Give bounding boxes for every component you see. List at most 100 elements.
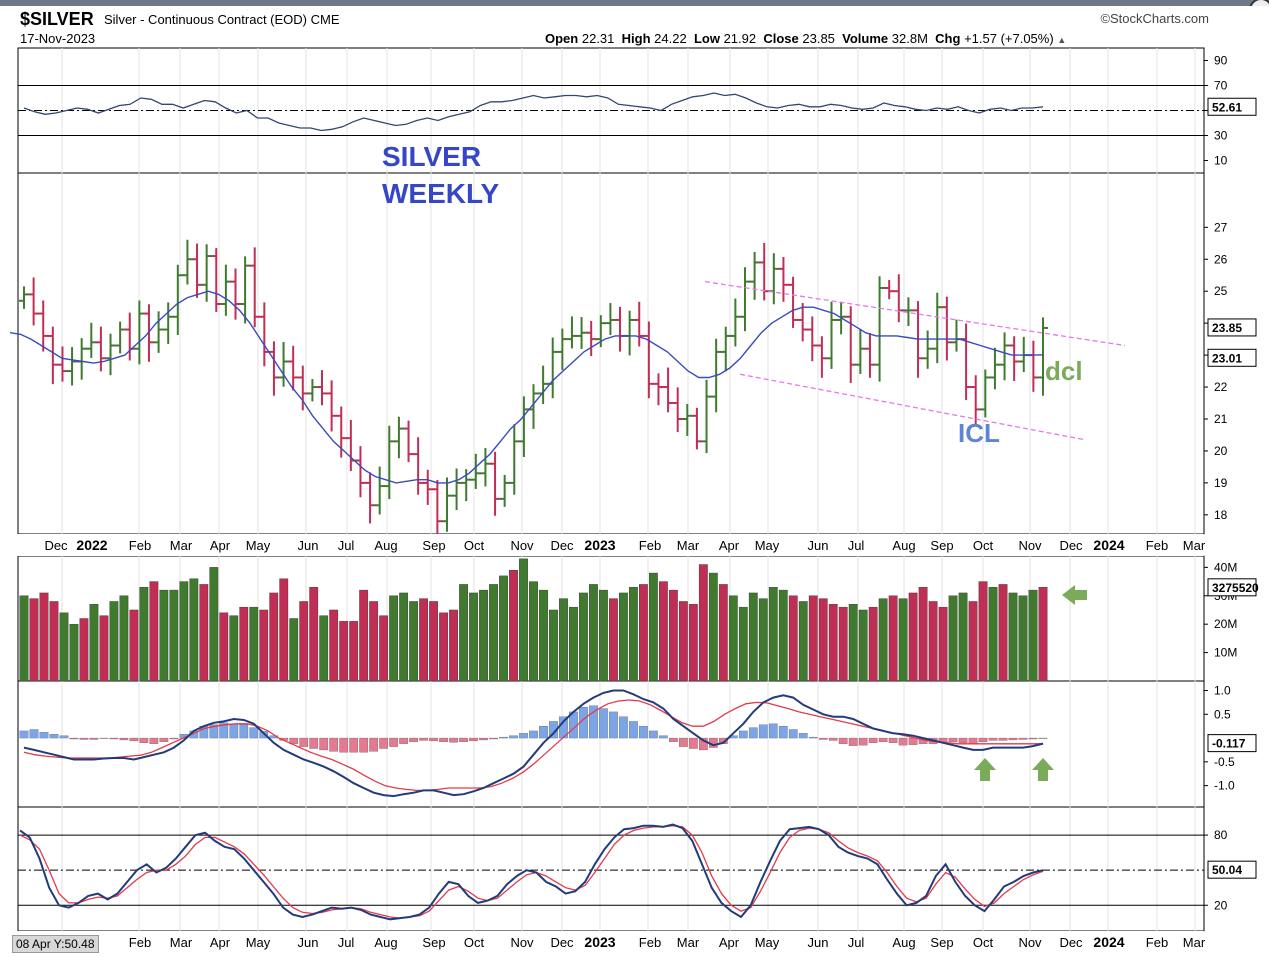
macd-histogram-bar bbox=[69, 737, 79, 740]
volume-bar bbox=[29, 598, 39, 682]
date-axis-label: Feb bbox=[129, 538, 151, 553]
instrument-name: Silver - Continuous Contract (EOD) CME bbox=[104, 12, 340, 27]
macd-histogram-bar bbox=[639, 726, 648, 739]
date-axis-label: Jul bbox=[848, 935, 865, 950]
silver-annotation: SILVER bbox=[382, 141, 481, 172]
volume-bar bbox=[658, 581, 668, 682]
date-axis-label: Aug bbox=[374, 538, 397, 553]
macd-histogram-bar bbox=[978, 737, 988, 743]
macd-tick-label: -0.5 bbox=[1214, 755, 1235, 769]
macd-tick-label: 0.5 bbox=[1214, 707, 1231, 721]
volume-bar bbox=[768, 587, 778, 682]
macd-histogram-bar bbox=[429, 737, 438, 742]
macd-histogram-bar bbox=[858, 737, 868, 746]
macd-last-value: -0.117 bbox=[1212, 737, 1246, 751]
volume-bar bbox=[149, 581, 159, 682]
price-tick-label: 22 bbox=[1214, 380, 1228, 394]
macd-histogram-bar bbox=[229, 723, 239, 739]
date-axis-label: Feb bbox=[639, 538, 661, 553]
macd-histogram-bar bbox=[669, 737, 678, 743]
date-axis-label: Oct bbox=[464, 935, 485, 950]
ohlc-readout: Open 22.31 High 24.22 Low 21.92 Close 23… bbox=[545, 31, 1066, 46]
brand-label[interactable]: ©StockCharts.com bbox=[1100, 11, 1209, 26]
date-axis-label: Sep bbox=[422, 935, 445, 950]
macd-histogram-bar bbox=[539, 726, 548, 739]
macd-histogram-bar bbox=[259, 731, 269, 739]
volume-bar bbox=[1008, 592, 1018, 682]
date-axis-label: Jun bbox=[808, 538, 829, 553]
macd-last-value-box bbox=[1207, 734, 1257, 753]
macd-histogram-bar bbox=[838, 737, 848, 744]
macd-histogram-bar bbox=[39, 732, 49, 739]
macd-histogram-bar bbox=[449, 737, 458, 743]
rsi-tick-label: 90 bbox=[1214, 54, 1228, 68]
volume-bar bbox=[638, 584, 648, 682]
date-axis-label: Apr bbox=[210, 935, 231, 950]
macd-histogram-bar bbox=[249, 727, 259, 739]
window-top-bar bbox=[0, 0, 1269, 6]
macd-histogram-bar bbox=[479, 737, 488, 741]
volume-bar bbox=[599, 589, 608, 682]
macd-histogram-bar bbox=[1008, 737, 1018, 741]
macd-histogram-bar bbox=[309, 737, 319, 749]
volume-bar bbox=[159, 589, 169, 682]
date-axis-label: Nov bbox=[1018, 935, 1042, 950]
volume-bar bbox=[239, 606, 249, 682]
volume-bar bbox=[888, 595, 898, 682]
date-axis-label: Dec bbox=[44, 538, 68, 553]
macd-histogram-bar bbox=[1018, 737, 1028, 740]
date-axis-label: Mar bbox=[677, 538, 700, 553]
volume-bar bbox=[918, 587, 928, 682]
macd-histogram-bar bbox=[589, 705, 598, 739]
macd-histogram-bar bbox=[808, 736, 818, 739]
macd-histogram-bar bbox=[878, 737, 888, 743]
volume-bar bbox=[529, 581, 538, 682]
volume-bar bbox=[19, 595, 29, 682]
volume-bar bbox=[449, 609, 458, 682]
date-axis-label: Mar bbox=[1183, 538, 1206, 553]
ma-last-value-box bbox=[1207, 348, 1257, 367]
macd-histogram-bar bbox=[349, 737, 359, 753]
date-axis-label: Dec bbox=[1059, 538, 1083, 553]
rsi-last-value-box bbox=[1207, 97, 1257, 116]
macd-histogram-bar bbox=[958, 737, 968, 743]
volume-bar bbox=[209, 567, 219, 682]
date-axis-label: Apr bbox=[210, 538, 231, 553]
date-axis-label: Jun bbox=[808, 935, 829, 950]
rsi-last-value: 52.61 bbox=[1212, 100, 1242, 114]
volume-bar bbox=[59, 612, 69, 682]
volume-bar bbox=[199, 584, 209, 682]
volume-bar bbox=[119, 595, 129, 682]
macd-histogram-bar bbox=[139, 737, 149, 743]
macd-histogram-bar bbox=[209, 724, 219, 739]
macd-histogram-bar bbox=[828, 737, 838, 741]
date-axis-label: May bbox=[755, 538, 780, 553]
volume-bar bbox=[139, 587, 149, 682]
stoch-tick-label: 80 bbox=[1214, 828, 1228, 842]
date-axis-label: Feb bbox=[639, 935, 661, 950]
volume-bar bbox=[89, 604, 99, 682]
macd-histogram-bar bbox=[519, 733, 528, 739]
macd-histogram-bar bbox=[898, 737, 908, 746]
volume-bar bbox=[379, 615, 389, 682]
volume-bar bbox=[629, 587, 638, 682]
volume-bar bbox=[619, 592, 628, 682]
macd-line bbox=[23, 689, 1044, 798]
macd-histogram-bar bbox=[968, 737, 978, 744]
date-axis-label: Jul bbox=[848, 538, 865, 553]
volume-bar bbox=[579, 592, 588, 682]
volume-bar bbox=[549, 609, 558, 682]
macd-histogram-bar bbox=[129, 737, 139, 742]
volume-bar bbox=[79, 618, 89, 682]
volume-bar bbox=[429, 601, 438, 682]
date-axis-label: Mar bbox=[170, 935, 193, 950]
macd-histogram-bar bbox=[239, 724, 249, 739]
volume-bar bbox=[609, 598, 618, 682]
volume-bar bbox=[459, 584, 468, 682]
volume-bar bbox=[728, 595, 738, 682]
volume-bar bbox=[309, 587, 319, 682]
date-axis-label: Oct bbox=[973, 935, 994, 950]
macd-tick-label: 1.0 bbox=[1214, 684, 1231, 698]
